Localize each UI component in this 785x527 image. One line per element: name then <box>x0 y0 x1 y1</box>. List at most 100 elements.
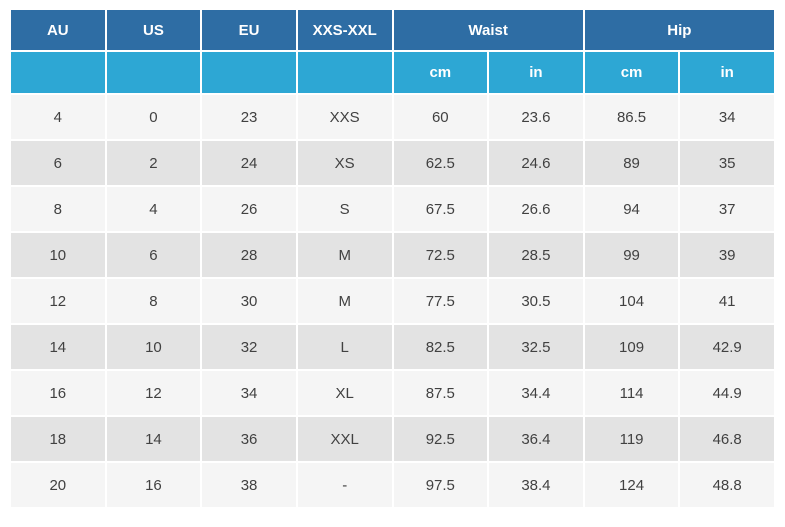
column-header-au: AU <box>11 10 105 50</box>
table-row: 10 6 28 M 72.5 28.5 99 39 <box>11 233 774 277</box>
table-cell: XL <box>297 371 392 415</box>
column-header-us: US <box>106 10 201 50</box>
table-cell: 6 <box>11 141 105 185</box>
table-cell: 12 <box>106 371 201 415</box>
table-cell: 14 <box>106 417 201 461</box>
table-row: 18 14 36 XXL 92.5 36.4 119 46.8 <box>11 417 774 461</box>
table-cell: M <box>297 233 392 277</box>
table-cell: 34 <box>680 95 774 139</box>
table-cell: 124 <box>584 463 679 507</box>
table-header: AU US EU XXS-XXL Waist Hip cm in cm in <box>11 10 774 93</box>
column-header-eu: EU <box>202 10 296 50</box>
table-cell: 109 <box>584 325 679 369</box>
table-body: 4 0 23 XXS 60 23.6 86.5 34 6 2 24 XS 62.5 24.6 89 35 8 4 2… <box>11 95 774 507</box>
table-cell: 104 <box>584 279 679 323</box>
table-cell: 41 <box>680 279 774 323</box>
table-cell: 94 <box>584 187 679 231</box>
table-cell: 28 <box>202 233 296 277</box>
table-cell: 20 <box>11 463 105 507</box>
unit-cell-empty <box>202 52 296 93</box>
column-header-size: XXS-XXL <box>297 10 392 50</box>
table-cell: 114 <box>584 371 679 415</box>
table-cell: 24 <box>202 141 296 185</box>
table-cell: 48.8 <box>680 463 774 507</box>
table-cell: 4 <box>106 187 201 231</box>
table-row: 4 0 23 XXS 60 23.6 86.5 34 <box>11 95 774 139</box>
table-cell: 35 <box>680 141 774 185</box>
unit-cell-empty <box>11 52 105 93</box>
header-group-row: AU US EU XXS-XXL Waist Hip <box>11 10 774 50</box>
table-cell: 18 <box>11 417 105 461</box>
table-cell: 119 <box>584 417 679 461</box>
table-cell: 8 <box>11 187 105 231</box>
table-cell: 16 <box>11 371 105 415</box>
table-cell: 30.5 <box>489 279 583 323</box>
unit-cell-hip-in: in <box>680 52 774 93</box>
table-cell: 86.5 <box>584 95 679 139</box>
column-header-waist: Waist <box>393 10 583 50</box>
table-cell: 60 <box>393 95 488 139</box>
table-cell: 34.4 <box>489 371 583 415</box>
header-unit-row: cm in cm in <box>11 52 774 93</box>
table-cell: 12 <box>11 279 105 323</box>
table-cell: 39 <box>680 233 774 277</box>
size-conversion-table: AU US EU XXS-XXL Waist Hip cm in cm in 4… <box>9 8 776 509</box>
table-cell: 82.5 <box>393 325 488 369</box>
unit-cell-empty <box>106 52 201 93</box>
table-cell: 36 <box>202 417 296 461</box>
table-cell: M <box>297 279 392 323</box>
table-cell: 0 <box>106 95 201 139</box>
table-cell: 92.5 <box>393 417 488 461</box>
column-header-hip: Hip <box>584 10 774 50</box>
table-cell: - <box>297 463 392 507</box>
table-cell: 44.9 <box>680 371 774 415</box>
table-cell: 10 <box>106 325 201 369</box>
unit-cell-waist-cm: cm <box>393 52 488 93</box>
table-cell: 34 <box>202 371 296 415</box>
table-cell: 62.5 <box>393 141 488 185</box>
table-cell: 97.5 <box>393 463 488 507</box>
table-cell: 6 <box>106 233 201 277</box>
table-cell: 16 <box>106 463 201 507</box>
table-row: 20 16 38-97.5 38.4 124 48.8 <box>11 463 774 507</box>
table-cell: 42.9 <box>680 325 774 369</box>
table-cell: 72.5 <box>393 233 488 277</box>
table-cell: XXS <box>297 95 392 139</box>
table-cell: 67.5 <box>393 187 488 231</box>
unit-cell-empty <box>297 52 392 93</box>
table-cell: 26.6 <box>489 187 583 231</box>
table-row: 8 4 26 S 67.5 26.6 94 37 <box>11 187 774 231</box>
table-row: 16 12 34 XL 87.5 34.4 114 44.9 <box>11 371 774 415</box>
table-cell: 38 <box>202 463 296 507</box>
table-cell: 77.5 <box>393 279 488 323</box>
table-cell: 87.5 <box>393 371 488 415</box>
table-cell: 2 <box>106 141 201 185</box>
table-cell: 46.8 <box>680 417 774 461</box>
table-cell: L <box>297 325 392 369</box>
table-row: 12 8 30 M 77.5 30.5 104 41 <box>11 279 774 323</box>
table-row: 6 2 24 XS 62.5 24.6 89 35 <box>11 141 774 185</box>
table-cell: 32 <box>202 325 296 369</box>
unit-cell-hip-cm: cm <box>584 52 679 93</box>
table-cell: 10 <box>11 233 105 277</box>
table-cell: 23.6 <box>489 95 583 139</box>
table-cell: 14 <box>11 325 105 369</box>
unit-cell-waist-in: in <box>489 52 583 93</box>
table-cell: 24.6 <box>489 141 583 185</box>
table-row: 14 10 32 L 82.5 32.5 109 42.9 <box>11 325 774 369</box>
table-cell: 89 <box>584 141 679 185</box>
table-cell: 23 <box>202 95 296 139</box>
table-cell: S <box>297 187 392 231</box>
table-cell: XS <box>297 141 392 185</box>
table-cell: 8 <box>106 279 201 323</box>
table-cell: 37 <box>680 187 774 231</box>
table-cell: 32.5 <box>489 325 583 369</box>
table-cell: 36.4 <box>489 417 583 461</box>
table-cell: 99 <box>584 233 679 277</box>
table-cell: 4 <box>11 95 105 139</box>
table-cell: XXL <box>297 417 392 461</box>
table-cell: 30 <box>202 279 296 323</box>
table-cell: 38.4 <box>489 463 583 507</box>
table-cell: 28.5 <box>489 233 583 277</box>
table-cell: 26 <box>202 187 296 231</box>
